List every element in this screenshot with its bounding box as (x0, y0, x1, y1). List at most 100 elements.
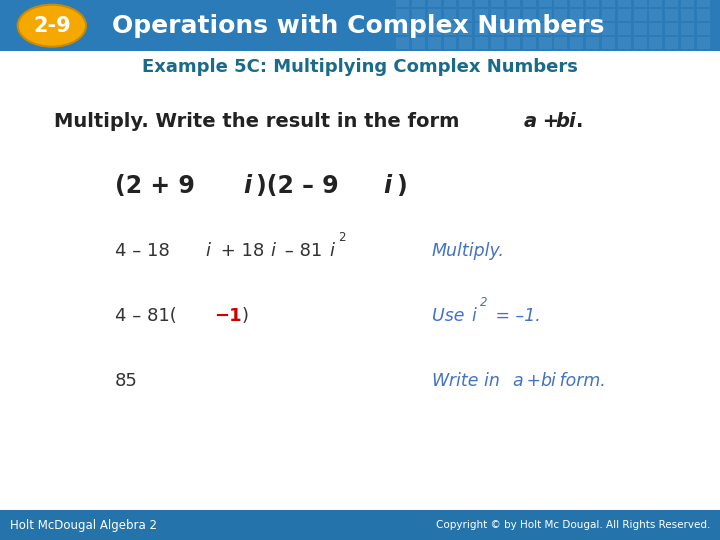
Text: (2 + 9: (2 + 9 (115, 174, 195, 198)
Bar (444, 23, 456, 35)
Text: 2-9: 2-9 (33, 16, 71, 36)
Text: i: i (384, 174, 392, 198)
Text: form.: form. (554, 372, 606, 390)
Text: bi: bi (540, 372, 556, 390)
Text: ): ) (396, 174, 407, 198)
Bar (491, 0, 504, 7)
Text: i: i (472, 307, 477, 325)
Bar (665, 37, 678, 49)
Bar (491, 37, 504, 49)
Bar (539, 9, 552, 21)
Bar (634, 9, 647, 21)
Bar (523, 0, 536, 7)
Text: bi: bi (555, 112, 576, 131)
Text: a: a (524, 112, 537, 131)
Bar (602, 0, 615, 7)
Bar (602, 37, 615, 49)
Bar (412, 9, 425, 21)
Bar (507, 9, 520, 21)
Text: i: i (270, 242, 275, 260)
Text: 2: 2 (338, 231, 346, 244)
Bar (491, 23, 504, 35)
Text: – 81: – 81 (279, 242, 322, 260)
Bar (681, 23, 694, 35)
Text: 4 – 18: 4 – 18 (115, 242, 170, 260)
Bar (554, 0, 567, 7)
Text: +: + (521, 372, 546, 390)
Bar (507, 23, 520, 35)
Text: 2: 2 (480, 296, 487, 309)
Bar (618, 0, 631, 7)
Text: Example 5C: Multiplying Complex Numbers: Example 5C: Multiplying Complex Numbers (142, 58, 578, 77)
Bar (428, 9, 441, 21)
Bar (539, 23, 552, 35)
Bar (618, 37, 631, 49)
Bar (681, 37, 694, 49)
Bar (586, 0, 599, 7)
Text: Multiply.: Multiply. (432, 242, 505, 260)
Bar (459, 37, 472, 49)
Bar (697, 23, 710, 35)
Bar (618, 23, 631, 35)
Text: 4 – 81(: 4 – 81( (115, 307, 177, 325)
Bar (539, 37, 552, 49)
Bar (475, 23, 488, 35)
Bar (602, 23, 615, 35)
Text: Copyright © by Holt Mc Dougal. All Rights Reserved.: Copyright © by Holt Mc Dougal. All Right… (436, 520, 710, 530)
Ellipse shape (17, 5, 86, 46)
Text: Write in: Write in (432, 372, 505, 390)
Text: Holt McDougal Algebra 2: Holt McDougal Algebra 2 (10, 518, 157, 532)
Bar (444, 37, 456, 49)
Bar (428, 37, 441, 49)
Bar (697, 9, 710, 21)
Text: a: a (513, 372, 523, 390)
Bar (697, 37, 710, 49)
Bar (491, 9, 504, 21)
Text: = –1.: = –1. (490, 307, 540, 325)
Bar (523, 23, 536, 35)
Bar (554, 9, 567, 21)
Bar (396, 37, 409, 49)
Text: i: i (243, 174, 251, 198)
Bar (634, 0, 647, 7)
Bar (554, 23, 567, 35)
Bar (539, 0, 552, 7)
Bar (396, 9, 409, 21)
Bar (570, 37, 583, 49)
Bar (396, 23, 409, 35)
Bar (475, 0, 488, 7)
Bar (586, 9, 599, 21)
Bar (412, 37, 425, 49)
Bar (618, 9, 631, 21)
Bar (475, 9, 488, 21)
Text: +: + (536, 112, 567, 131)
Bar (634, 23, 647, 35)
Bar (602, 9, 615, 21)
Bar (665, 0, 678, 7)
Bar (523, 9, 536, 21)
Text: −1: −1 (215, 307, 242, 325)
Bar (459, 0, 472, 7)
Bar (586, 37, 599, 49)
Bar (444, 0, 456, 7)
Bar (554, 37, 567, 49)
Bar (634, 37, 647, 49)
Bar (459, 9, 472, 21)
Bar (428, 23, 441, 35)
Text: i: i (205, 242, 210, 260)
Text: 85: 85 (115, 372, 138, 390)
Bar (649, 0, 662, 7)
Bar (697, 0, 710, 7)
Bar (396, 0, 409, 7)
Text: + 18: + 18 (215, 242, 264, 260)
Bar (507, 37, 520, 49)
Bar (586, 23, 599, 35)
Text: Multiply. Write the result in the form: Multiply. Write the result in the form (54, 112, 466, 131)
Bar (649, 23, 662, 35)
Bar (649, 9, 662, 21)
Text: Operations with Complex Numbers: Operations with Complex Numbers (112, 14, 604, 38)
Bar (649, 37, 662, 49)
Text: )(2 – 9: )(2 – 9 (256, 174, 338, 198)
Bar (665, 23, 678, 35)
Text: Use: Use (432, 307, 470, 325)
